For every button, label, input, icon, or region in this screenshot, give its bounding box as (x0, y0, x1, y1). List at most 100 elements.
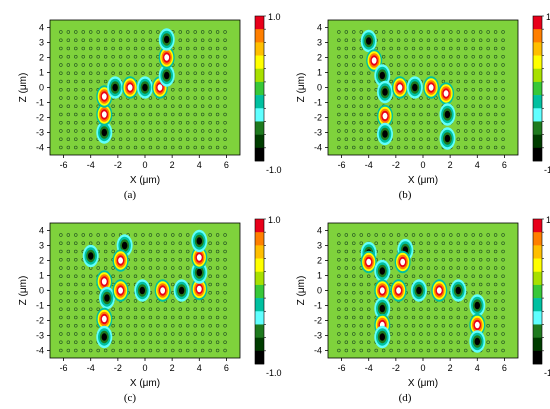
hole (111, 30, 115, 34)
hole (208, 233, 212, 237)
hole (89, 145, 93, 150)
hole (103, 145, 108, 150)
hole (367, 282, 371, 287)
z-tick-label: 0 (39, 83, 44, 93)
hole (337, 104, 341, 108)
hole (501, 46, 505, 51)
hole (441, 307, 446, 311)
hole (501, 121, 505, 125)
colorbar-segment (255, 232, 264, 246)
hole (493, 348, 498, 353)
hole (337, 38, 341, 42)
hole (337, 282, 341, 287)
hole (186, 348, 190, 353)
hole (111, 324, 115, 328)
hole (89, 324, 93, 328)
hole (449, 307, 453, 311)
hole (359, 332, 363, 336)
hole (478, 104, 483, 108)
colorbar-segment (533, 245, 542, 259)
hole (352, 324, 356, 328)
hole (337, 324, 341, 328)
hole (337, 121, 341, 125)
z-tick-label: -3 (36, 331, 44, 341)
hole (434, 332, 438, 336)
hole (171, 145, 175, 150)
hole (344, 233, 349, 237)
hole (178, 233, 182, 237)
hole (186, 96, 190, 100)
hole (337, 112, 341, 117)
hole (178, 307, 182, 311)
hole (367, 233, 371, 237)
hole (359, 63, 363, 67)
hole (208, 46, 212, 51)
field-spot-positive (112, 279, 129, 302)
z-tick-label: -2 (314, 316, 322, 326)
hole (66, 145, 71, 150)
field-spot-negative (158, 64, 175, 87)
hole (111, 63, 115, 67)
hole (156, 348, 160, 353)
hole (200, 137, 205, 141)
hole (74, 71, 78, 75)
hole (200, 340, 205, 344)
hole (200, 145, 205, 150)
hole (118, 30, 123, 34)
hole (215, 88, 220, 92)
field-spot-positive (360, 250, 377, 274)
hole (478, 233, 483, 237)
hole (118, 145, 123, 150)
hole (404, 104, 408, 108)
hole (156, 258, 160, 262)
hole (396, 274, 401, 278)
hole (215, 79, 220, 84)
hole (193, 299, 197, 303)
hole (493, 38, 498, 42)
field-spot-negative (137, 76, 153, 99)
hole (486, 71, 490, 75)
hole (389, 30, 393, 34)
hole (367, 112, 371, 117)
hole (486, 241, 490, 245)
hole (381, 249, 386, 254)
hole (411, 266, 416, 270)
hole (103, 241, 108, 245)
hole (111, 71, 115, 75)
hole (111, 38, 115, 42)
hole (344, 88, 349, 92)
hole (111, 348, 115, 353)
hole (200, 79, 205, 84)
hole (156, 299, 160, 303)
hole (344, 307, 349, 311)
hole (223, 340, 227, 344)
panel-b: -6 -4 -2 0 2 4 6 4 3 2 1 0 -1 -2 -3 -4 X (μm) Z (μm) 1.0 -1… (278, 12, 550, 197)
hole (441, 233, 446, 237)
hole (389, 258, 393, 262)
z-tick-label: -2 (36, 113, 44, 123)
hole (486, 63, 490, 67)
hole (186, 258, 190, 262)
hole (59, 241, 63, 245)
hole (66, 88, 71, 92)
hole (493, 129, 498, 133)
hole (215, 249, 220, 254)
colorbar-segment (255, 55, 264, 70)
hole (456, 46, 460, 51)
hole (141, 249, 145, 254)
hole (96, 79, 100, 84)
hole (434, 55, 438, 59)
hole (59, 233, 63, 237)
hole (126, 71, 130, 75)
hole (381, 145, 386, 150)
hole (126, 46, 130, 51)
hole (352, 137, 356, 141)
hole (59, 63, 63, 67)
hole (404, 121, 408, 125)
hole (464, 324, 468, 328)
hole (344, 291, 349, 295)
hole (59, 291, 63, 295)
hole (66, 63, 71, 67)
z-tick-label: -4 (36, 346, 44, 356)
hole (171, 129, 175, 133)
